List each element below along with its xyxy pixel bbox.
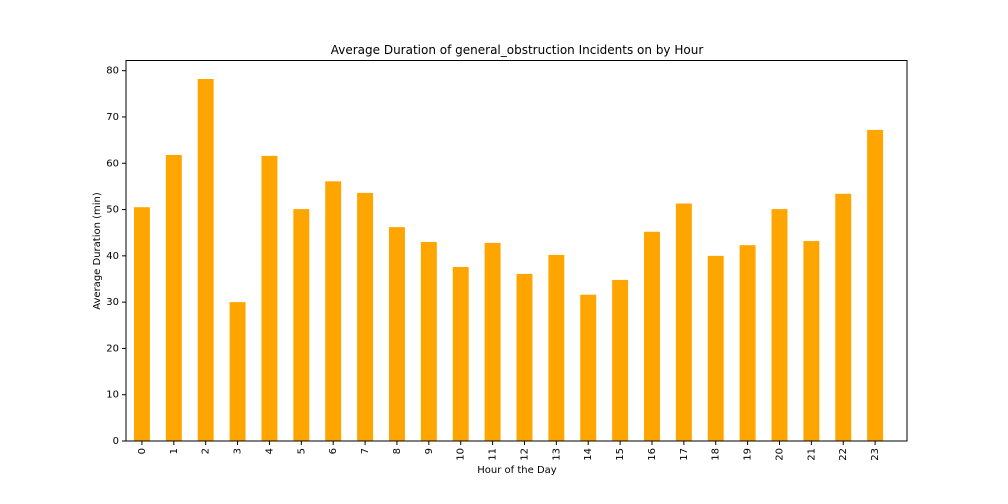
x-tick-label: 10	[456, 448, 467, 461]
x-tick-label: 18	[711, 448, 722, 461]
y-tick-label: 20	[106, 343, 119, 354]
bar-hour-0	[133, 207, 150, 441]
x-tick-label: 2	[201, 448, 212, 454]
x-axis: 0 1 2 3 4 5 6 7 8 9 10 11 12 13 14 15 16 17 18 19 20 21 22 23	[137, 441, 881, 461]
y-tick-label: 10	[106, 390, 119, 401]
x-tick-label: 16	[647, 448, 658, 461]
y-tick-label: 30	[106, 297, 119, 308]
x-tick-label: 22	[838, 448, 849, 461]
x-tick-label: 6	[328, 448, 339, 454]
bar-hour-22	[835, 193, 852, 441]
bar-hour-21	[803, 241, 820, 441]
y-tick-label: 80	[106, 66, 119, 77]
x-tick-label: 9	[424, 448, 435, 454]
x-tick-label: 4	[264, 448, 275, 454]
bar-hour-13	[548, 254, 565, 441]
bar-hour-4	[261, 155, 278, 442]
x-tick-label: 21	[806, 448, 817, 461]
x-tick-label: 17	[679, 448, 690, 461]
x-tick-label: 8	[392, 448, 403, 454]
x-tick-label: 19	[743, 448, 754, 461]
y-tick-label: 0	[113, 436, 119, 447]
x-tick-label: 15	[615, 448, 626, 461]
y-axis-label: Average Duration (min)	[92, 192, 103, 310]
bar-hour-11	[484, 242, 501, 441]
bar-hour-19	[739, 245, 756, 441]
x-tick-label: 3	[233, 448, 244, 454]
x-tick-label: 14	[583, 448, 594, 461]
bar-hour-1	[165, 154, 182, 441]
x-tick-label: 20	[774, 448, 785, 461]
bar-hour-12	[516, 273, 533, 441]
bar-hour-2	[197, 79, 214, 442]
y-tick-label: 50	[106, 205, 119, 216]
y-axis: 0 10 20 30 40 50 60 70 80	[106, 66, 126, 447]
bar-hour-9	[420, 241, 437, 441]
bar-hour-20	[771, 209, 788, 441]
bar-hour-14	[580, 294, 597, 441]
bar-hour-6	[325, 181, 342, 441]
bar-hour-16	[644, 231, 660, 441]
plot-area-frame	[125, 60, 908, 442]
x-tick-label: 11	[488, 448, 499, 461]
bar-hour-5	[293, 209, 310, 441]
bar-hour-18	[707, 255, 724, 441]
bar-hour-17	[675, 203, 692, 441]
bar-hour-7	[357, 192, 374, 441]
x-tick-label: 13	[551, 448, 562, 461]
x-tick-label: 1	[169, 448, 180, 454]
y-tick-label: 70	[106, 112, 119, 123]
x-tick-label: 7	[360, 448, 371, 454]
chart-title: Average Duration of general_obstruction …	[331, 43, 704, 57]
bar-hour-23	[867, 129, 884, 441]
x-tick-label: 0	[137, 448, 148, 454]
y-tick-label: 40	[106, 251, 119, 262]
bar-hour-8	[388, 227, 405, 441]
bars-group	[133, 79, 884, 442]
bar-hour-10	[452, 266, 469, 441]
bar-hour-3	[229, 302, 246, 441]
x-tick-label: 12	[519, 448, 530, 461]
x-axis-label: Hour of the Day	[477, 465, 557, 476]
bar-hour-15	[612, 279, 629, 441]
y-tick-label: 60	[106, 158, 119, 169]
x-tick-label: 5	[296, 448, 307, 454]
x-tick-label: 23	[870, 448, 881, 461]
